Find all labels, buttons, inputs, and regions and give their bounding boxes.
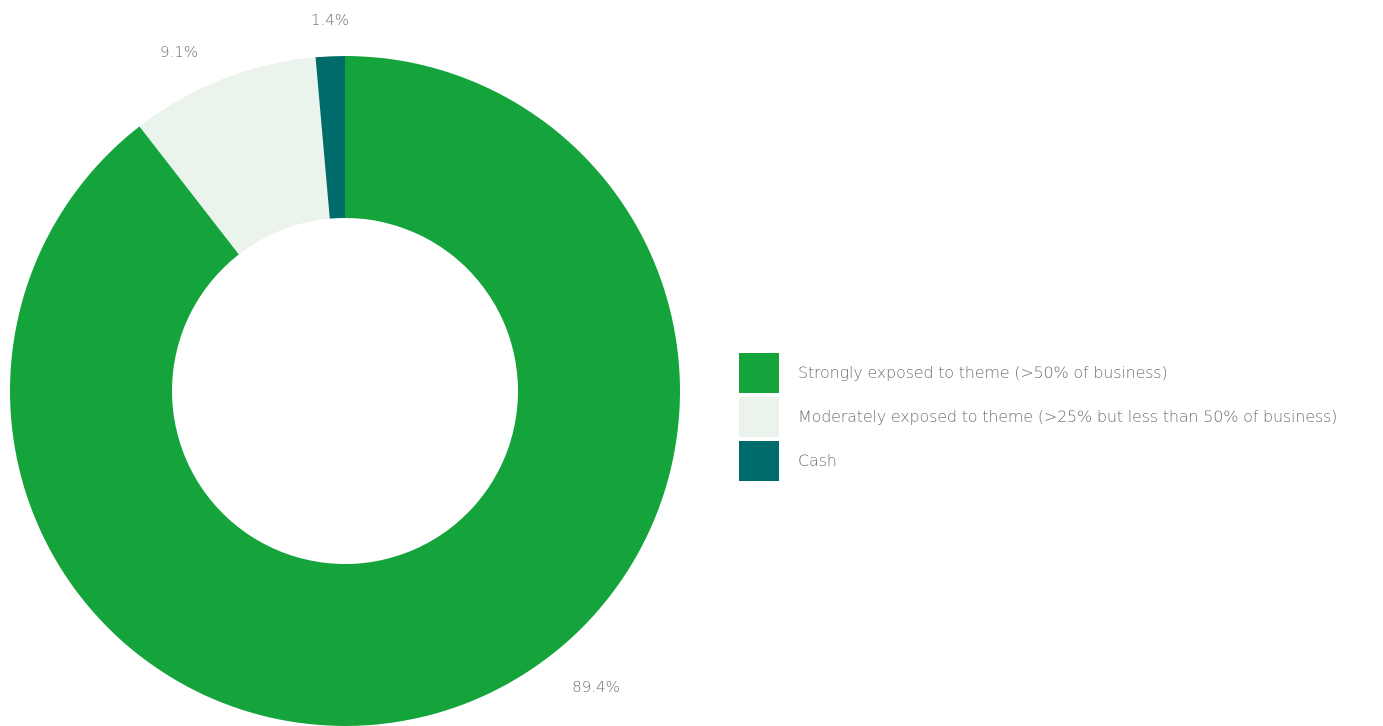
data-labels: 89.4% 9.1% 1.4% bbox=[160, 11, 620, 696]
slice-moderately-exposed bbox=[139, 57, 330, 255]
legend-label-moderately-exposed: Moderately exposed to theme (>25% but le… bbox=[798, 407, 1338, 426]
legend-label-strongly-exposed: Strongly exposed to theme (>50% of busin… bbox=[798, 363, 1168, 382]
legend-swatch-moderately-exposed bbox=[739, 397, 779, 437]
slice-strongly-exposed bbox=[9, 56, 681, 726]
legend-swatch-strongly-exposed bbox=[739, 353, 779, 393]
data-label-strongly-exposed: 89.4% bbox=[572, 678, 620, 696]
legend-label-cash: Cash bbox=[798, 451, 837, 470]
data-label-cash: 1.4% bbox=[311, 11, 349, 29]
donut-slices bbox=[9, 56, 681, 726]
legend-swatch-cash bbox=[739, 441, 779, 481]
slice-cash bbox=[315, 56, 345, 219]
data-label-moderately-exposed: 9.1% bbox=[160, 43, 198, 61]
